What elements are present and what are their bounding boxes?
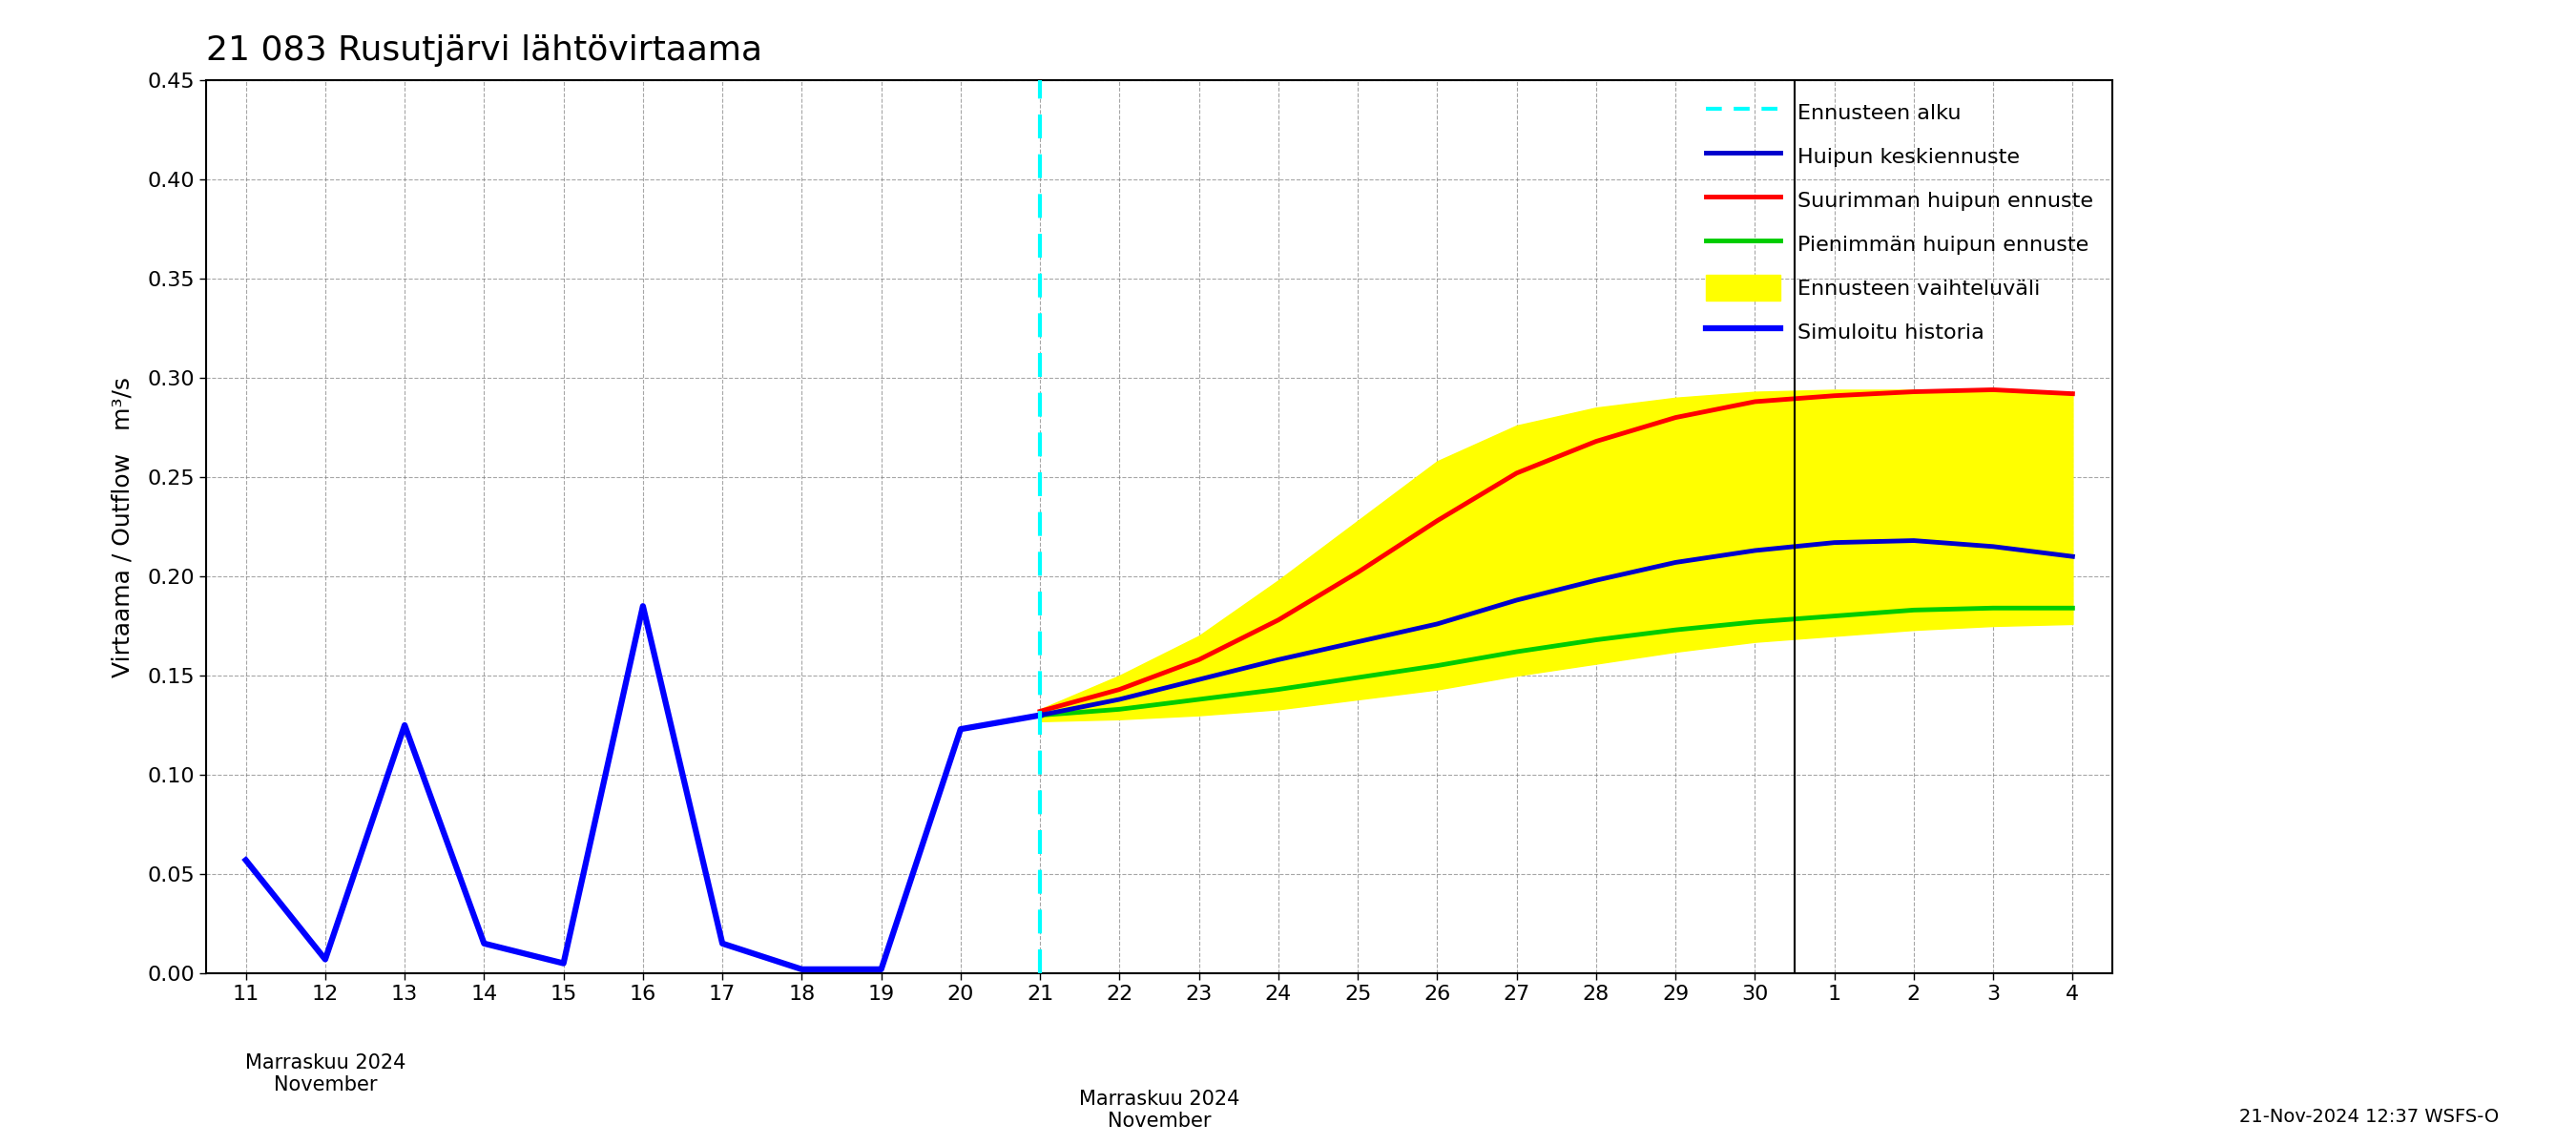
Text: Marraskuu 2024
November: Marraskuu 2024 November [1079,1089,1239,1130]
Text: 21-Nov-2024 12:37 WSFS-O: 21-Nov-2024 12:37 WSFS-O [2239,1108,2499,1126]
Legend: Ennusteen alku, Huipun keskiennuste, Suurimman huipun ennuste, Pienimmän huipun : Ennusteen alku, Huipun keskiennuste, Suu… [1698,90,2102,353]
Text: 21 083 Rusutjärvi lähtövirtaama: 21 083 Rusutjärvi lähtövirtaama [206,34,762,66]
Y-axis label: Virtaama / Outflow   m³/s: Virtaama / Outflow m³/s [111,377,134,677]
Text: Marraskuu 2024
November: Marraskuu 2024 November [245,1053,404,1095]
